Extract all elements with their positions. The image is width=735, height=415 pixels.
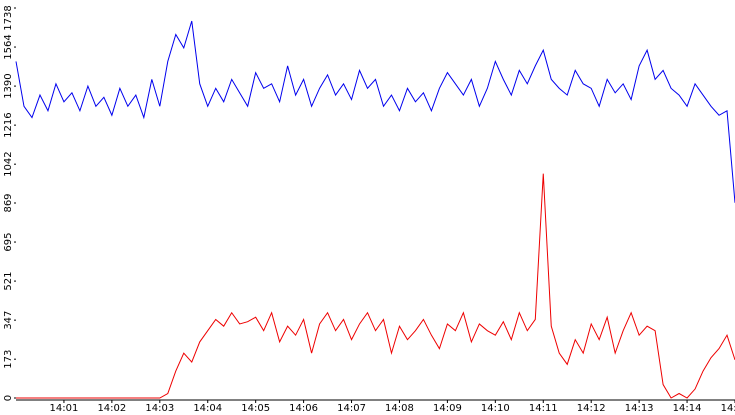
y-tick-label: 521 [3,272,14,291]
x-tick-label: 14:06 [289,403,318,414]
y-tick-label: 1738 [3,5,14,30]
x-tick-label: 14:12 [577,403,606,414]
series-line [15,20,735,203]
y-tick-label: 1216 [3,112,14,137]
x-tick-label: 14:11 [529,403,558,414]
y-tick-label: 1390 [3,73,14,98]
y-tick-label: 173 [3,350,14,369]
x-tick-label: 14:14 [673,403,702,414]
x-tick-label: 14:15 [721,403,735,414]
x-tick-label: 14:07 [337,403,366,414]
y-tick-label: 1042 [3,151,14,176]
x-tick-label: 14:05 [241,403,270,414]
x-tick-label: 14:10 [481,403,510,414]
x-tick-label: 14:09 [433,403,462,414]
y-tick-label: 1564 [3,34,14,59]
x-tick-label: 14:02 [97,403,126,414]
x-tick-label: 14:04 [193,403,222,414]
y-tick-label: 347 [3,311,14,330]
series-line [16,173,735,399]
x-tick-label: 14:01 [50,403,79,414]
x-tick-label: 14:03 [145,403,174,414]
x-tick-label: 14:08 [385,403,414,414]
y-tick-label: 695 [3,232,14,251]
y-tick-label: 869 [3,193,14,212]
y-tick-label: 0 [3,395,14,401]
x-tick-label: 14:13 [625,403,654,414]
